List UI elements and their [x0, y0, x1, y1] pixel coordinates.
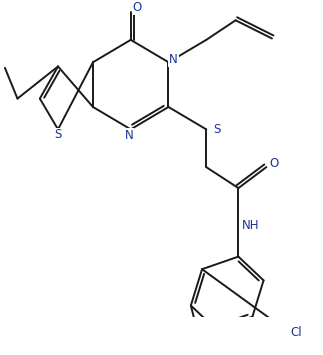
- Text: O: O: [132, 1, 141, 14]
- Text: NH: NH: [241, 219, 259, 232]
- Text: N: N: [169, 53, 178, 66]
- Text: Cl: Cl: [291, 326, 302, 339]
- Text: N: N: [125, 129, 134, 142]
- Text: O: O: [270, 157, 279, 170]
- Text: S: S: [54, 129, 62, 141]
- Text: S: S: [213, 123, 221, 136]
